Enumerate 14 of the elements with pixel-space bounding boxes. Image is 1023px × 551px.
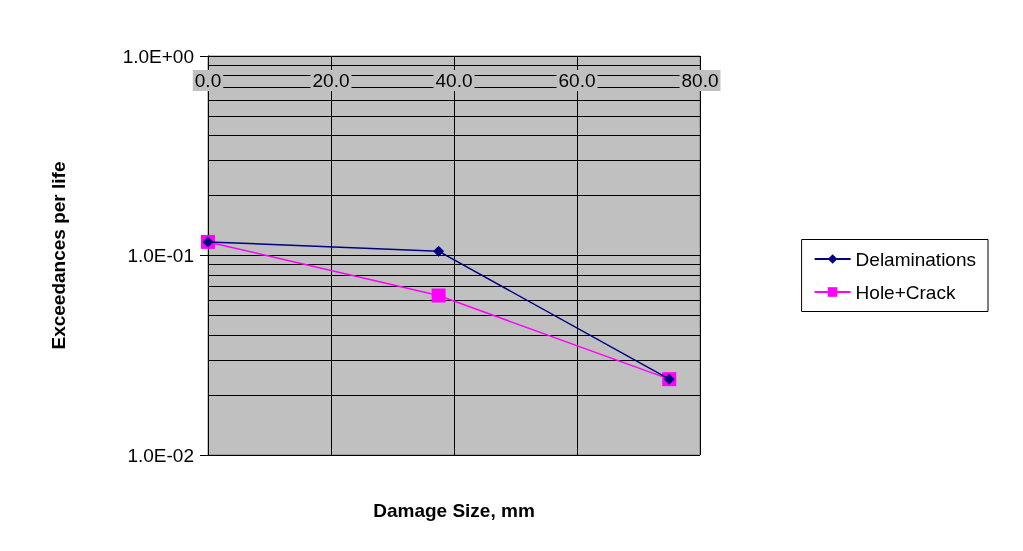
- y-tick-label: 1.0E-01: [127, 245, 194, 266]
- point: [431, 288, 446, 303]
- y-tick-label: 1.0E-02: [127, 444, 194, 466]
- x-tick-label: 80.0: [681, 70, 719, 91]
- legend-label: Delaminations: [855, 248, 977, 270]
- y-axis-title: Exceedances per life: [48, 161, 69, 350]
- x-tick-label: 20.0: [312, 70, 350, 91]
- x-tick-label: 60.0: [558, 70, 596, 91]
- x-tick-label: 0.0: [194, 70, 222, 91]
- legend-label: Hole+Crack: [855, 281, 956, 303]
- x-axis-title: Damage Size, mm: [373, 500, 535, 521]
- x-tick-label: 40.0: [435, 70, 473, 91]
- point: [433, 245, 445, 257]
- y-tick-label: 1.0E+00: [122, 45, 194, 67]
